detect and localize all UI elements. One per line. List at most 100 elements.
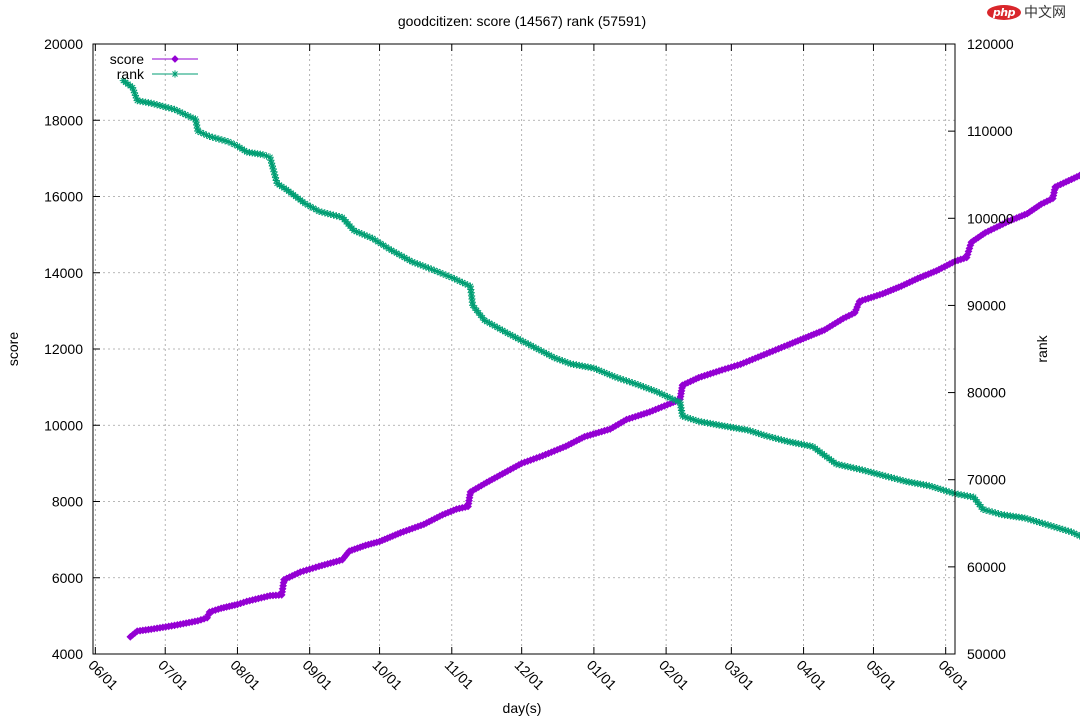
rank-point [663,393,672,401]
rank-point [712,420,720,429]
rank-point [192,118,200,126]
rank-point [706,419,714,428]
rank-point [275,181,283,189]
rank-point [445,272,453,280]
rank-point [803,441,811,450]
rank-point [156,101,164,110]
rank-point [671,396,680,405]
rank-point [991,509,999,517]
rank-point [553,355,561,363]
rank-point [493,323,501,332]
rank-point [1053,524,1061,532]
y2-tick-label: 80000 [967,385,1006,401]
rank-point [540,348,548,356]
rank-point [205,132,214,140]
rank-point [795,440,803,448]
rank-point [1050,523,1058,531]
rank-point [937,485,945,493]
rank-point [387,246,396,254]
y-axis-label-rank: rank [1034,334,1050,362]
rank-point [427,265,435,273]
rank-point [522,339,530,347]
rank-point [173,107,181,115]
rank-point [379,241,388,249]
grid [93,43,955,655]
rank-point [622,377,631,385]
rank-point [519,337,527,346]
rank-point [390,248,398,256]
rank-point [193,124,201,132]
rank-point [606,371,614,379]
rank-point [715,421,723,429]
rank-point [355,229,363,237]
rank-point [581,362,589,371]
rank-point [653,388,661,396]
rank-point [448,273,456,282]
rank-point [395,250,403,259]
rank-point [645,385,653,393]
rank-point [558,357,567,365]
rank-point [272,176,280,185]
rank-point [800,441,808,449]
rank-point [453,276,461,284]
rank-point [963,492,972,500]
rank-point [517,336,525,344]
y2-tick-label: 110000 [967,123,1013,139]
rank-point [603,370,611,378]
rank-point [844,463,852,471]
rank-point [982,506,990,514]
rank-point [752,429,760,437]
rank-point [1070,529,1078,537]
y2-tick-label: 60000 [967,559,1006,575]
rank-point [350,226,358,235]
rank-point [309,204,317,212]
rank-point [535,345,543,354]
rank-point [197,128,205,137]
rank-point [271,174,280,182]
rank-point [419,262,427,270]
rank-point [766,433,774,441]
rank-point [436,269,444,277]
rank-point [483,318,491,326]
rank-point [746,427,754,435]
rank-point [187,113,195,121]
rank-point [153,101,161,109]
rank-point [783,437,791,445]
rank-point [792,439,800,447]
rank-point [332,212,341,220]
rank-point [566,360,575,368]
rank-point [940,486,948,494]
rank-point [847,463,855,471]
rank-point [777,436,786,444]
rank-point [524,340,533,348]
rank-point [306,203,315,211]
rank-point [360,231,369,239]
rank-point [684,414,692,422]
site-watermark: php 中文网 [986,2,1066,22]
rank-point [165,104,173,112]
legend-label-rank: rank [117,66,145,82]
y-tick-label: 10000 [44,417,83,433]
rank-point [548,352,556,360]
rank-point [363,232,371,240]
rank-point [789,438,797,447]
rank-point [678,412,687,420]
y2-tick-label: 90000 [967,297,1006,313]
rank-point [1038,519,1046,527]
rank-point [754,429,763,438]
rank-point [655,389,664,397]
rank-point [162,103,170,111]
rank-point [268,159,276,167]
rank-point [374,238,382,246]
rank-point [639,383,648,391]
rank-point [240,146,249,155]
rank-point [327,210,335,218]
rank-point [545,351,553,359]
rank-point [352,228,361,236]
rank-point [835,461,843,469]
rank-point [850,464,858,472]
rank-point [150,100,158,108]
rank-point [925,482,933,490]
rank-point [760,431,768,439]
rank-point [514,335,522,343]
